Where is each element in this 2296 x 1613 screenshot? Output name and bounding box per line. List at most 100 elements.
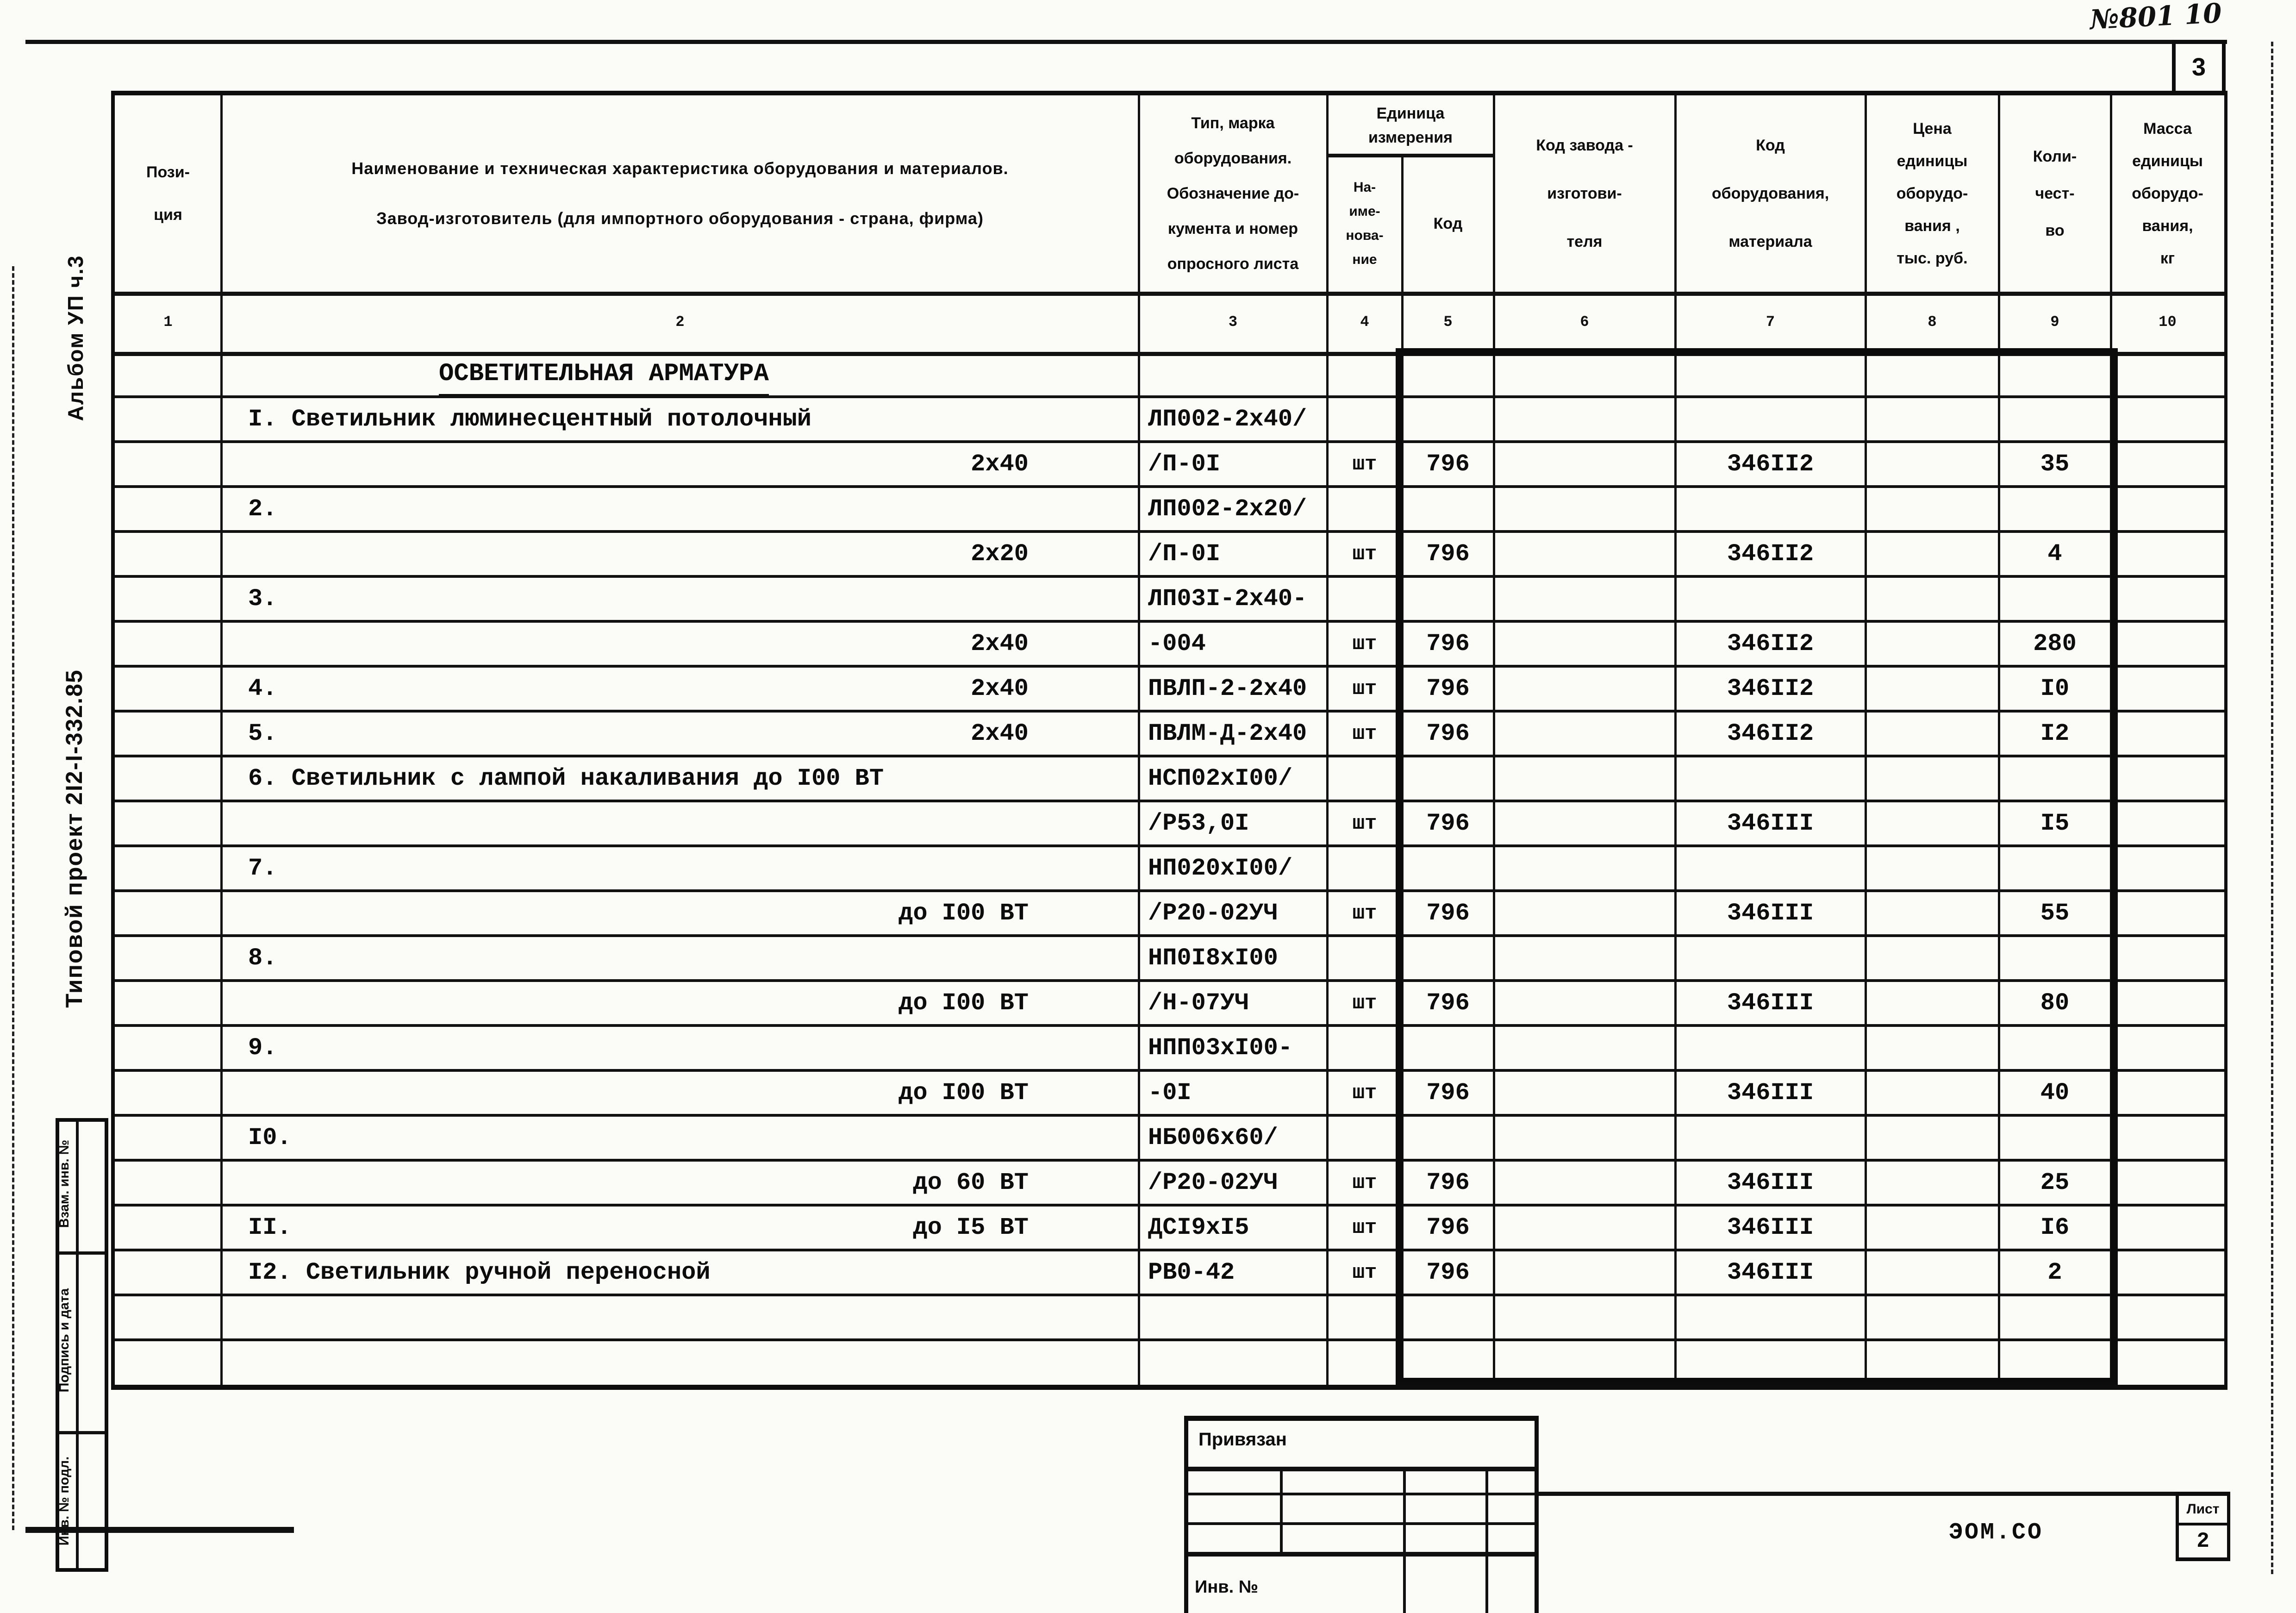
row-2-equip_code: 346II2	[1727, 450, 1814, 478]
header-equip-code: Код оборудования, материала	[1711, 137, 1829, 250]
row-20-name: I2. Светильник ручной переносной	[248, 1259, 711, 1286]
binding-title: Привязан	[1198, 1429, 1287, 1450]
row-19-type: ДСI9хI5	[1148, 1214, 1249, 1241]
row-13-name: 8.	[248, 944, 277, 972]
row-13-type: НП0I8хI00	[1148, 944, 1278, 972]
row-6-spec: 2х40	[971, 630, 1029, 657]
row-12-qty: 55	[2040, 900, 2070, 927]
row-8-equip_code: 346II2	[1727, 720, 1814, 747]
stamp-label-inv: Инв. № подл.	[56, 1456, 72, 1546]
column-number-10: 10	[2159, 313, 2177, 331]
row-20-unit_code: 796	[1426, 1259, 1470, 1286]
row-line-10	[115, 800, 2224, 802]
footer-line	[1539, 1492, 2228, 1496]
row-line-20	[115, 1249, 2224, 1251]
header-mass: Масса единицы оборудо- вания, кг	[2132, 120, 2203, 267]
sheet-number: 2	[2196, 1529, 2209, 1553]
row-17-type: НБ006х60/	[1148, 1124, 1278, 1151]
spec-table: Пози- ция Наименование и техническая хар…	[111, 91, 2227, 1390]
row-6-qty: 280	[2033, 630, 2077, 657]
row-line-21	[115, 1294, 2224, 1296]
page-number-box: 3	[2172, 40, 2226, 94]
column-number-8: 8	[1928, 313, 1937, 331]
row-9-type: НСП02хI00/	[1148, 765, 1293, 792]
row-11-name: 7.	[248, 855, 277, 882]
row-10-equip_code: 346III	[1727, 810, 1814, 837]
binding-box: Привязан Инв. №	[1184, 1416, 1539, 1613]
binding-line-2	[1188, 1493, 1535, 1495]
right-page-edge	[2271, 42, 2273, 1574]
row-8-qty: I2	[2040, 720, 2070, 747]
row-7-name: 4.	[248, 675, 277, 702]
column-number-2: 2	[675, 313, 685, 331]
row-line-13	[115, 934, 2224, 937]
column-number-3: 3	[1228, 313, 1238, 331]
left-stamp-box	[56, 1118, 108, 1572]
row-line-12	[115, 889, 2224, 892]
row-10-qty: I5	[2040, 810, 2070, 837]
row-6-unit_code: 796	[1426, 630, 1470, 657]
header-quantity: Коли- чест- во	[2033, 148, 2077, 239]
row-7-spec: 2х40	[971, 675, 1029, 702]
row-10-unit_code: 796	[1426, 810, 1470, 837]
table-vline-5	[1865, 95, 1867, 1385]
row-20-qty: 2	[2047, 1259, 2062, 1286]
row-19-unit: шт	[1352, 1216, 1377, 1239]
row-7-unit_code: 796	[1426, 675, 1470, 702]
stamp-divider-1	[59, 1251, 105, 1255]
row-line-11	[115, 844, 2224, 847]
row-line-15	[115, 1024, 2224, 1027]
row-2-unit: шт	[1352, 452, 1377, 476]
row-20-equip_code: 346III	[1727, 1259, 1814, 1286]
row-19-qty: I6	[2040, 1214, 2070, 1241]
row-line-4	[115, 530, 2224, 533]
row-line-9	[115, 755, 2224, 757]
row-14-spec: до I00 ВТ	[898, 989, 1029, 1017]
row-2-qty: 35	[2040, 450, 2070, 478]
row-6-equip_code: 346II2	[1727, 630, 1814, 657]
row-4-equip_code: 346II2	[1727, 540, 1814, 568]
row-18-qty: 25	[2040, 1169, 2070, 1196]
numbers-bottom-line	[115, 352, 2224, 356]
handwritten-note: №801 10	[2089, 0, 2223, 36]
row-line-22	[115, 1338, 2224, 1341]
row-19-unit_code: 796	[1426, 1214, 1470, 1241]
row-7-type: ПВЛП-2-2х40	[1148, 675, 1307, 702]
stamp-divider-2	[59, 1431, 105, 1434]
row-12-unit: шт	[1352, 901, 1377, 925]
table-vline-2	[1326, 95, 1329, 1385]
row-line-2	[115, 440, 2224, 443]
bottom-frame-line	[25, 1527, 294, 1533]
stamp-divider-vertical	[76, 1122, 79, 1568]
row-8-type: ПВЛМ-Д-2х40	[1148, 720, 1307, 747]
row-14-unit: шт	[1352, 991, 1377, 1015]
row-line-3	[115, 485, 2224, 488]
header-price: Цена единицы оборудо- вания , тыс. руб.	[1896, 120, 1968, 267]
row-line-16	[115, 1069, 2224, 1072]
column-number-4: 4	[1360, 313, 1369, 331]
row-line-17	[115, 1114, 2224, 1117]
row-16-spec: до I00 ВТ	[898, 1079, 1029, 1107]
binding-line-4	[1188, 1552, 1535, 1557]
left-page-edge	[12, 266, 14, 1530]
row-16-unit: шт	[1352, 1081, 1377, 1105]
row-19-equip_code: 346III	[1727, 1214, 1814, 1241]
row-2-spec: 2х40	[971, 450, 1029, 478]
row-12-unit_code: 796	[1426, 900, 1470, 927]
row-4-spec: 2х20	[971, 540, 1029, 568]
row-1-name: I. Светильник люминесцентный потолочный	[248, 406, 811, 433]
row-3-name: 2.	[248, 495, 277, 523]
sheet-label: Лист	[2179, 1496, 2227, 1525]
row-4-type: /П-0I	[1148, 540, 1221, 568]
row-19-name: II.	[248, 1214, 292, 1241]
row-14-qty: 80	[2040, 989, 2070, 1017]
row-20-unit: шт	[1352, 1261, 1377, 1284]
table-vline-6	[1998, 95, 2000, 1385]
row-2-type: /П-0I	[1148, 450, 1221, 478]
header-position: Пози- ция	[146, 163, 190, 224]
row-11-type: НП020хI00/	[1148, 855, 1293, 882]
row-14-type: /Н-07УЧ	[1148, 989, 1249, 1017]
row-19-spec: до I5 ВТ	[913, 1214, 1029, 1241]
row-8-unit_code: 796	[1426, 720, 1470, 747]
